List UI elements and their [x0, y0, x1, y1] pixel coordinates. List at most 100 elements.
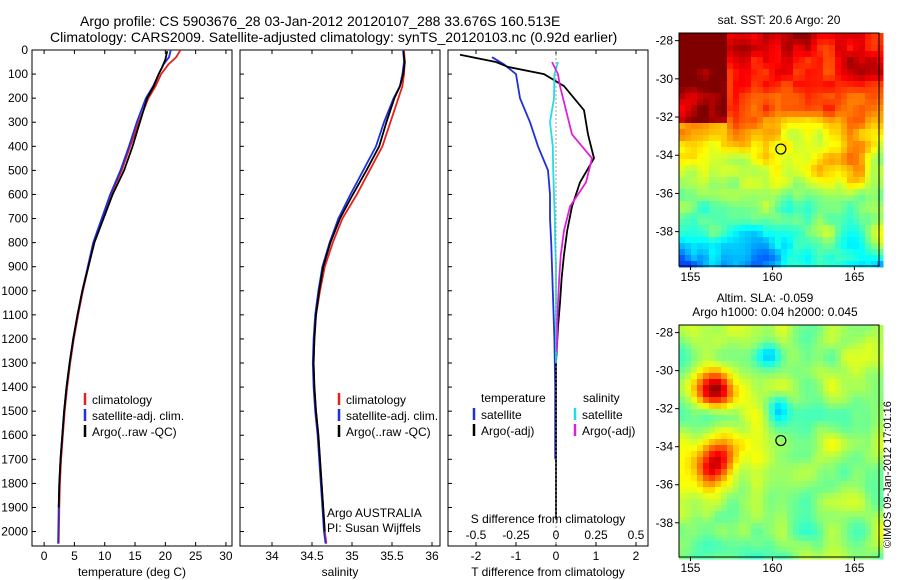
- sst-map-pixel: [709, 135, 716, 142]
- sla-map-pixel: [799, 337, 806, 344]
- sla-map-pixel: [781, 391, 788, 398]
- sla-map-pixel: [865, 493, 872, 500]
- sst-map-pixel: [799, 171, 806, 178]
- sst-map-pixel: [721, 105, 728, 112]
- sst-map-pixel: [727, 39, 734, 46]
- sla-map-pixel: [817, 475, 824, 482]
- sla-map-pixel: [817, 469, 824, 476]
- sst-map-pixel: [787, 129, 794, 136]
- sla-map-pixel: [769, 463, 776, 470]
- sst-map-pixel: [763, 63, 770, 70]
- sla-map-pixel: [829, 385, 836, 392]
- sst-map-pixel: [835, 57, 842, 64]
- sst-map-pixel: [817, 189, 824, 196]
- sla-map-pixel: [691, 409, 698, 416]
- sst-map-pixel: [679, 177, 686, 184]
- sst-map-pixel: [859, 159, 866, 166]
- sla-map-pixel: [793, 445, 800, 452]
- sst-map-pixel: [709, 33, 716, 40]
- sst-map-pixel: [751, 207, 758, 214]
- sla-map-pixel: [817, 433, 824, 440]
- sla-map-pixel: [847, 499, 854, 506]
- sst-map-pixel: [697, 57, 704, 64]
- sla-map-pixel: [733, 523, 740, 530]
- sla-map-pixel: [835, 445, 842, 452]
- sla-map-pixel: [811, 463, 818, 470]
- sst-map-pixel: [751, 159, 758, 166]
- sla-map-pixel: [841, 397, 848, 404]
- sst-map-pixel: [775, 165, 782, 172]
- sla-map-pixel: [793, 529, 800, 536]
- sst-map-pixel: [793, 51, 800, 58]
- sla-map-pixel: [703, 469, 710, 476]
- sla-map-pixel: [697, 439, 704, 446]
- sst-map-pixel: [763, 75, 770, 82]
- sst-map-pixel: [823, 93, 830, 100]
- sst-map-pixel: [721, 207, 728, 214]
- sla-map-pixel: [739, 463, 746, 470]
- salinity-annotation-line2: PI: Susan Wijffels: [327, 521, 421, 535]
- sst-map-pixel: [769, 261, 776, 268]
- sst-map-pixel: [787, 69, 794, 76]
- sla-map-pixel: [751, 415, 758, 422]
- sla-map-pixel: [877, 451, 884, 458]
- sst-map-pixel: [865, 219, 872, 226]
- difference-xtick2-label: -0.25: [502, 528, 530, 542]
- sla-map-pixel: [805, 343, 812, 350]
- sst-map-pixel: [679, 105, 686, 112]
- sst-map-pixel: [811, 39, 818, 46]
- sla-map-pixel: [691, 499, 698, 506]
- sla-map-pixel: [757, 397, 764, 404]
- sst-map-pixel: [745, 207, 752, 214]
- sst-map-pixel: [853, 225, 860, 232]
- sla-map-pixel: [715, 409, 722, 416]
- sla-map-pixel: [775, 397, 782, 404]
- sla-map-pixel: [715, 403, 722, 410]
- sst-map-pixel: [793, 99, 800, 106]
- sst-map-pixel: [799, 153, 806, 160]
- sla-map-pixel: [823, 439, 830, 446]
- sst-map-pixel: [715, 45, 722, 52]
- sla-map-pixel: [775, 535, 782, 542]
- sst-map-pixel: [691, 123, 698, 130]
- sst-map-pixel: [871, 225, 878, 232]
- difference-xtick2-label: 0.5: [628, 528, 645, 542]
- sla-map-pixel: [823, 343, 830, 350]
- sst-map-pixel: [829, 93, 836, 100]
- sst-map-pixel: [703, 33, 710, 40]
- sst-map-pixel: [739, 39, 746, 46]
- sla-map-pixel: [877, 433, 884, 440]
- sst-map-pixel: [877, 189, 884, 196]
- sla-map-pixel: [787, 403, 794, 410]
- sla-map-pixel: [739, 439, 746, 446]
- sla-map-pixel: [817, 379, 824, 386]
- sla-map-pixel: [847, 445, 854, 452]
- sst-map-pixel: [877, 129, 884, 136]
- sst-map-pixel: [727, 81, 734, 88]
- sst-map-pixel: [835, 255, 842, 262]
- sst-map-pixel: [715, 123, 722, 130]
- sst-map-pixel: [763, 189, 770, 196]
- sla-map-pixel: [805, 469, 812, 476]
- sla-map-pixel: [721, 529, 728, 536]
- sla-map-pixel: [763, 325, 770, 332]
- sst-map-pixel: [751, 45, 758, 52]
- sst-map-pixel: [841, 51, 848, 58]
- sst-map-pixel: [871, 231, 878, 238]
- sla-map-pixel: [805, 517, 812, 524]
- sla-map-pixel: [697, 433, 704, 440]
- sst-map-pixel: [745, 33, 752, 40]
- sla-map-pixel: [835, 511, 842, 518]
- sst-map-pixel: [781, 171, 788, 178]
- sla-map-pixel: [859, 373, 866, 380]
- sst-map-pixel: [691, 165, 698, 172]
- sla-map-pixel: [751, 337, 758, 344]
- sst-map-pixel: [877, 243, 884, 250]
- sla-map-pixel: [757, 373, 764, 380]
- sla-map-pixel: [865, 469, 872, 476]
- sla-map-pixel: [679, 361, 686, 368]
- sla-map-pixel: [781, 547, 788, 554]
- sst-map-pixel: [787, 219, 794, 226]
- sst-map-pixel: [817, 69, 824, 76]
- sla-map-pixel: [871, 499, 878, 506]
